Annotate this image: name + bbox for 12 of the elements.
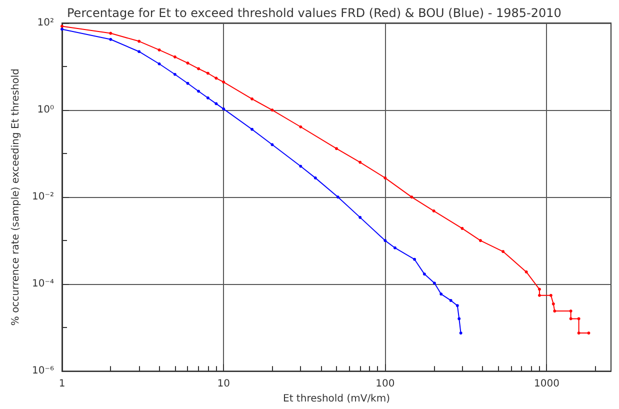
y-tick-label: 10² [37,18,54,28]
x-tick-label: 1000 [534,378,560,390]
y-axis-title: % occurrence rate (sample) exceeding Et threshold [10,68,22,326]
x-axis-title: Et threshold (mV/km) [283,394,390,404]
y-tick-label: 10⁻² [32,192,54,203]
x-tick-label: 100 [376,378,395,390]
x-tick-label: 10 [217,378,230,390]
chart-title: Percentage for Et to exceed threshold values FRD (Red) & BOU (Blue) - 1985-2010 [67,6,562,20]
y-tick-label: 10⁰ [37,104,54,116]
y-tick-label: 10⁻⁶ [32,366,54,377]
y-tick-label: 10⁻⁴ [32,278,54,290]
x-tick-label: 1 [58,378,66,390]
